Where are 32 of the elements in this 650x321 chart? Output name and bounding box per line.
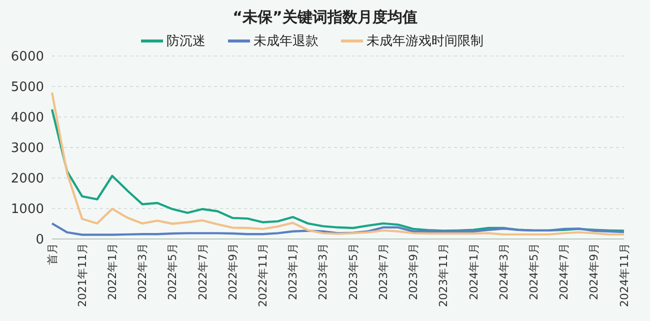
y-tick-label: 6000: [10, 50, 44, 65]
x-tick-label: 2023年9月: [407, 243, 420, 300]
legend-label: 防沉迷: [166, 33, 206, 50]
legend-label: 未成年游戏时间限制: [366, 33, 484, 50]
legend-label: 未成年退款: [252, 33, 318, 50]
y-tick-label: 1000: [10, 202, 44, 218]
y-tick-label: 0: [36, 232, 44, 248]
x-tick-label: 2024年7月: [558, 243, 571, 300]
y-tick-label: 3000: [10, 141, 44, 156]
y-tick-label: 4000: [10, 110, 44, 126]
x-tick-label: 2022年9月: [226, 243, 240, 300]
x-tick-label: 2024年1月: [467, 243, 480, 300]
x-tick-label: 2022年11月: [256, 243, 270, 307]
x-tick-label: 2022年3月: [136, 243, 150, 300]
x-tick-label: 2022年5月: [166, 243, 180, 300]
x-tick-label: 2024年9月: [588, 243, 601, 300]
x-tick-label: 2024年11月: [618, 243, 631, 307]
line-series: [50, 222, 626, 236]
x-tick-label: 2023年7月: [376, 243, 390, 300]
x-tick-label: 2024年5月: [527, 243, 540, 300]
y-tick-label: 2000: [10, 172, 44, 187]
x-tick-label: 2024年3月: [497, 243, 510, 300]
x-tick-label: 2022年7月: [196, 243, 210, 300]
x-tick-label: 2021年11月: [76, 243, 89, 307]
x-tick-label: 2022年1月: [106, 243, 120, 300]
x-tick-label: 2023年3月: [316, 243, 330, 300]
x-tick-label: 2023年1月: [286, 243, 300, 300]
x-tick-label: 首月: [46, 243, 59, 265]
chart-title: “未保”关键词指数月度均值: [232, 7, 418, 28]
x-tick-label: 2023年5月: [346, 243, 360, 300]
y-tick-label: 5000: [10, 80, 44, 96]
x-tick-label: 2023年11月: [437, 243, 450, 307]
